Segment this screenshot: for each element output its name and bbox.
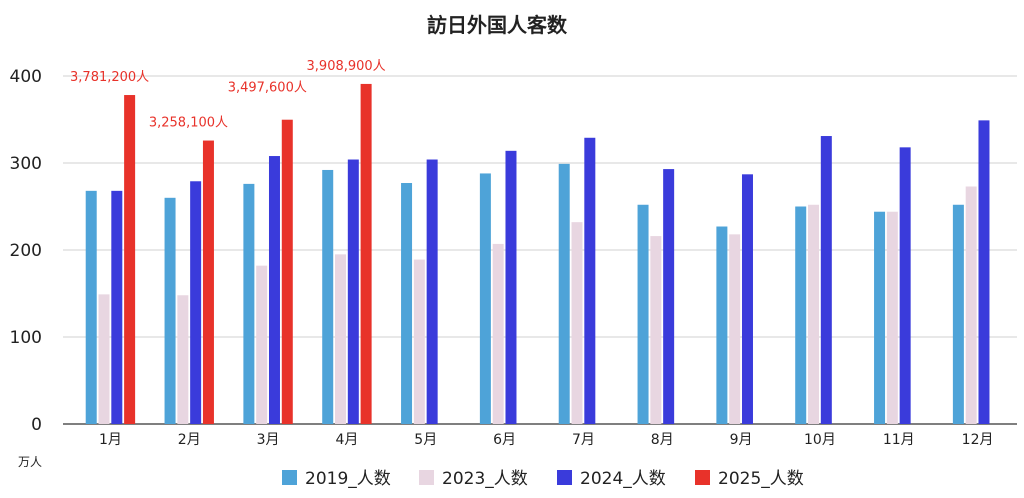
legend-swatch <box>419 470 434 485</box>
bar-2025_人数-4月 <box>360 83 372 425</box>
bar-2025_人数-3月 <box>281 119 293 424</box>
bars <box>85 83 990 425</box>
bar-2025_人数-1月 <box>124 95 136 425</box>
bar-2019_人数-6月 <box>479 173 491 424</box>
y-tick-label: 0 <box>31 415 42 435</box>
bar-2023_人数-8月 <box>650 236 662 424</box>
x-tick-label: 2月 <box>178 432 201 448</box>
bar-2023_人数-2月 <box>177 295 189 424</box>
bar-2019_人数-2月 <box>164 197 176 424</box>
bar-2019_人数-12月 <box>952 204 964 424</box>
legend-swatch <box>695 470 710 485</box>
bar-2023_人数-5月 <box>413 259 425 424</box>
bar-2024_人数-2月 <box>190 181 202 424</box>
bar-2019_人数-11月 <box>874 211 886 424</box>
legend: 2019_人数 2023_人数 2024_人数 2025_人数 <box>282 469 804 489</box>
bar-2023_人数-10月 <box>808 204 820 424</box>
x-tick-label: 10月 <box>804 432 836 448</box>
bar-2019_人数-9月 <box>716 226 728 424</box>
bar-2023_人数-7月 <box>571 222 583 424</box>
bar-2024_人数-5月 <box>426 159 438 424</box>
y-tick-label: 200 <box>10 241 42 261</box>
bar-2023_人数-9月 <box>729 234 741 424</box>
bar-2024_人数-1月 <box>111 190 123 424</box>
chart-title: 訪日外国人客数 <box>427 13 568 37</box>
x-tick-label: 4月 <box>335 432 358 448</box>
bar-2023_人数-6月 <box>492 243 504 424</box>
bar-2024_人数-4月 <box>347 159 359 424</box>
y-axis-unit-label: 万人 <box>18 455 42 469</box>
x-tick-label: 5月 <box>414 432 437 448</box>
bar-2023_人数-3月 <box>256 265 268 424</box>
x-tick-label: 8月 <box>651 432 674 448</box>
bar-2019_人数-10月 <box>795 206 807 424</box>
legend-label: 2019_人数 <box>305 469 391 489</box>
bar-2023_人数-12月 <box>965 186 977 424</box>
bar-2024_人数-9月 <box>741 174 753 424</box>
x-tick-label: 12月 <box>962 432 994 448</box>
data-label: 3,908,900人 <box>307 59 386 74</box>
y-tick-label: 100 <box>10 328 42 348</box>
data-label: 3,781,200人 <box>70 70 149 85</box>
y-tick-label: 300 <box>10 154 42 174</box>
bar-2023_人数-4月 <box>335 254 347 424</box>
bar-2024_人数-10月 <box>820 136 832 424</box>
gridlines <box>63 75 1017 425</box>
bar-2019_人数-8月 <box>637 204 649 424</box>
data-label: 3,497,600人 <box>228 81 307 96</box>
bar-2024_人数-6月 <box>505 150 517 424</box>
x-tick-label: 11月 <box>883 432 915 448</box>
bar-2024_人数-8月 <box>663 169 675 424</box>
legend-swatch <box>282 470 297 485</box>
x-tick-label: 1月 <box>99 432 122 448</box>
bar-2019_人数-3月 <box>243 183 255 424</box>
bar-2024_人数-3月 <box>268 156 280 425</box>
y-axis-ticks: 0 100 200 300 400 <box>10 67 42 435</box>
legend-label: 2023_人数 <box>442 469 528 489</box>
x-tick-label: 7月 <box>572 432 595 448</box>
bar-2019_人数-1月 <box>85 190 97 424</box>
bar-2019_人数-4月 <box>322 169 334 424</box>
x-axis-ticks: 1月 2月 3月 4月 5月 6月 7月 8月 9月 10月 11月 12月 <box>99 432 994 448</box>
legend-label: 2024_人数 <box>580 469 666 489</box>
legend-swatch <box>557 470 572 485</box>
bar-2023_人数-1月 <box>98 294 110 424</box>
bar-2024_人数-11月 <box>899 147 911 424</box>
data-label: 3,258,100人 <box>149 116 228 131</box>
bar-2019_人数-7月 <box>558 163 570 424</box>
bar-2025_人数-2月 <box>202 140 214 425</box>
bar-2019_人数-5月 <box>401 183 413 424</box>
legend-label: 2025_人数 <box>718 469 804 489</box>
bar-2024_人数-7月 <box>584 137 596 424</box>
bar-2024_人数-12月 <box>978 120 990 425</box>
x-tick-label: 3月 <box>257 432 280 448</box>
x-tick-label: 9月 <box>730 432 753 448</box>
x-tick-label: 6月 <box>493 432 516 448</box>
bar-2023_人数-11月 <box>886 211 898 424</box>
y-tick-label: 400 <box>10 67 42 87</box>
